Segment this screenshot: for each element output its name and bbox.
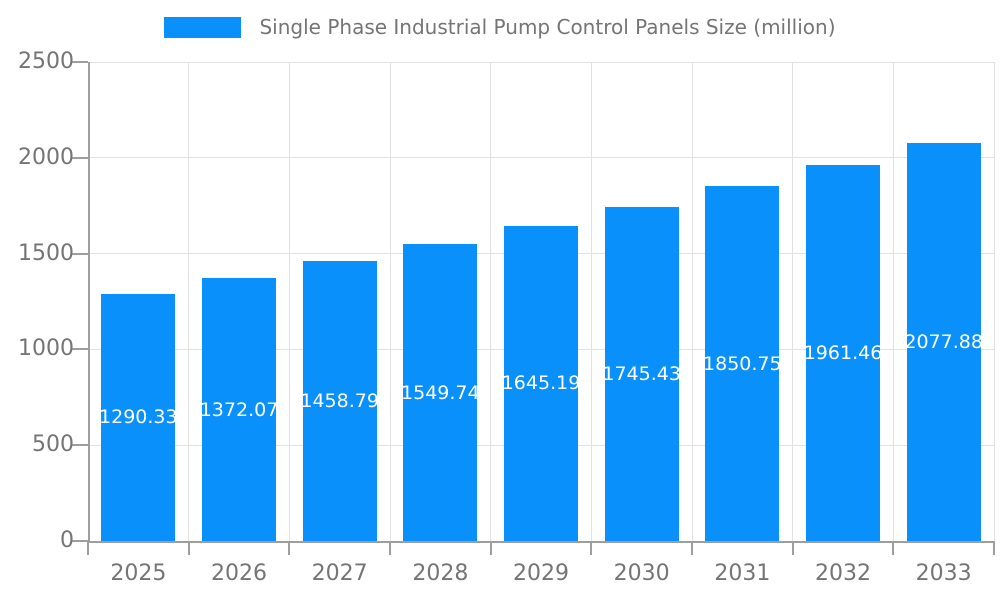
gridline-horizontal: [88, 157, 994, 159]
bar[interactable]: 1549.74: [403, 244, 478, 541]
bar-value-label: 1372.07: [202, 398, 276, 421]
x-axis-tick: [389, 541, 391, 555]
y-axis-tick-label: 1000: [18, 336, 74, 362]
y-axis-tick-label: 2500: [18, 49, 74, 74]
y-axis-tick: [72, 252, 88, 255]
x-axis-tick: [791, 541, 794, 555]
x-axis-tick-label: 2028: [412, 561, 469, 586]
gridline-vertical: [993, 62, 995, 541]
chart-legend: Single Phase Industrial Pump Control Pan…: [0, 15, 1000, 39]
gridline-vertical: [792, 62, 794, 541]
legend-swatch[interactable]: [164, 16, 242, 38]
bar[interactable]: 1290.33: [101, 293, 176, 541]
y-axis-line: [88, 62, 90, 541]
x-axis-tick: [489, 541, 492, 555]
y-axis-tick-label: 500: [32, 432, 74, 458]
y-axis-tick-label: 1500: [18, 240, 74, 266]
x-axis-tick-label: 2025: [110, 561, 167, 586]
x-axis-tick-label: 2026: [210, 561, 267, 586]
y-axis-tick-label: 2000: [18, 144, 74, 170]
gridline-vertical: [490, 62, 492, 541]
x-axis-tick: [993, 541, 995, 555]
gridline-vertical: [892, 62, 894, 541]
x-axis-tick-label: 2031: [714, 561, 771, 586]
y-axis-tick: [72, 540, 88, 542]
y-axis-tick: [72, 156, 88, 159]
gridline-vertical: [590, 62, 592, 541]
y-axis-tick-label: 0: [60, 528, 74, 553]
x-axis-tick: [187, 541, 190, 555]
bar[interactable]: 1961.46: [806, 165, 880, 541]
bar-value-label: 2077.88: [906, 330, 981, 353]
y-axis-tick: [72, 444, 88, 447]
bar[interactable]: 1645.19: [504, 225, 578, 541]
bar[interactable]: 1850.75: [705, 186, 780, 541]
x-axis-tick: [288, 541, 291, 555]
gridline-vertical: [288, 62, 290, 541]
x-axis-tick-label: 2030: [613, 561, 670, 586]
x-axis-line: [88, 541, 994, 543]
bar-value-label: 1745.43: [604, 362, 679, 385]
y-axis-tick: [72, 348, 88, 351]
plot-area: 1290.33 1372.07 1458.79 1549.74 1645.19 1745.…: [72, 61, 995, 586]
bar-value-label: 1961.46: [806, 342, 880, 365]
bar-value-label: 1645.19: [504, 372, 578, 395]
x-axis-tick: [691, 541, 693, 555]
bar[interactable]: 1458.79: [302, 261, 377, 541]
x-axis-tick: [87, 541, 89, 555]
x-axis-tick-label: 2027: [311, 561, 368, 586]
bar-value-label: 1458.79: [302, 390, 377, 413]
x-axis-tick-label: 2033: [915, 561, 972, 586]
chart-title[interactable]: Single Phase Industrial Pump Control Pan…: [259, 15, 836, 39]
x-axis-tick: [892, 541, 895, 555]
bar[interactable]: 1745.43: [604, 206, 679, 541]
gridline-vertical: [691, 62, 693, 541]
bar[interactable]: 2077.88: [906, 142, 981, 541]
bar-value-label: 1549.74: [403, 381, 478, 404]
x-axis-tick-label: 2029: [512, 561, 569, 586]
y-axis-tick: [72, 61, 88, 63]
bar-value-label: 1290.33: [101, 406, 176, 429]
bar-value-label: 1850.75: [705, 352, 780, 375]
x-axis-tick-label: 2032: [814, 561, 871, 586]
gridline-vertical: [188, 62, 190, 541]
gridline-vertical: [389, 62, 391, 541]
bar[interactable]: 1372.07: [202, 278, 276, 541]
x-axis-tick: [590, 541, 593, 555]
gridline-horizontal: [88, 61, 994, 63]
